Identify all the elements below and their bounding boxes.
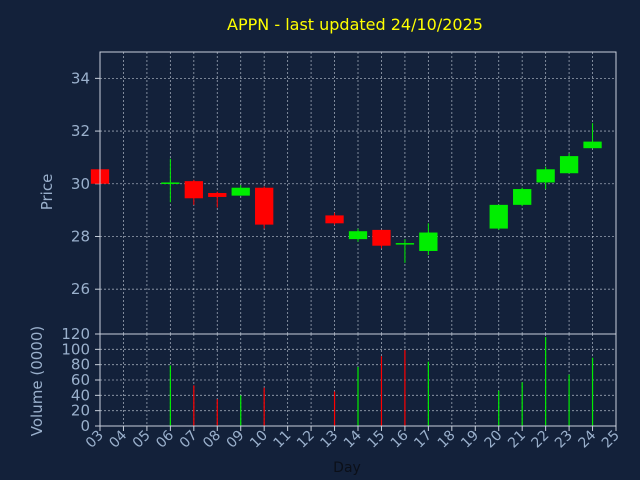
candle-body: [184, 181, 203, 199]
day-tick-label: 19: [458, 428, 482, 452]
candle-body: [419, 232, 438, 251]
day-tick-label: 07: [177, 428, 201, 452]
day-tick-label: 20: [482, 428, 506, 452]
price-axis-label: Price: [38, 174, 56, 211]
price-tick-label: 34: [71, 69, 90, 87]
chart-title: APPN - last updated 24/10/2025: [227, 15, 483, 34]
volume-frame: [99, 333, 617, 427]
day-tick-label: 22: [529, 428, 553, 452]
day-axis-label: Day: [333, 460, 361, 476]
candle-body: [325, 215, 344, 224]
candle-body: [231, 187, 250, 196]
day-tick-label: 11: [271, 428, 295, 452]
volume-axis-label: Volume (0000): [28, 326, 46, 436]
candle-body: [583, 141, 602, 149]
volume-tick-label: 60: [71, 371, 90, 389]
price-tick-label: 28: [71, 227, 90, 245]
day-tick-label: 16: [388, 427, 412, 451]
price-panel: 26 28 30 32 34: [71, 51, 617, 335]
candle-body: [255, 187, 274, 225]
candle-body: [348, 231, 368, 240]
day-tick-label: 14: [341, 427, 365, 451]
day-tick-label: 09: [224, 428, 248, 452]
day-tick-label: 08: [200, 428, 224, 452]
volume-panel: 03 04 05 06 07 08 09 10 11 12 13 14 15 16 17 18 19 20 21 22…: [61, 325, 622, 451]
volume-tick-label: 0: [80, 417, 90, 435]
candle-body: [395, 243, 415, 245]
candle-body: [372, 229, 391, 246]
day-tick-label: 15: [364, 428, 388, 452]
price-tick-label: 30: [71, 175, 90, 193]
day-tick-label: 13: [317, 428, 341, 452]
day-tick-label: 10: [247, 428, 271, 452]
day-tick-label: 05: [130, 428, 154, 452]
candle-body: [513, 189, 532, 205]
day-tick-label: 12: [294, 428, 318, 452]
price-tick-label: 32: [71, 122, 90, 140]
day-tick-label: 17: [411, 428, 435, 452]
candle-body: [489, 204, 508, 229]
volume-tick-label: 100: [61, 340, 90, 358]
day-tick-label: 18: [435, 428, 459, 452]
volume-tick-label: 40: [71, 386, 90, 404]
volume-tick-label: 20: [71, 402, 90, 420]
day-tick-label: 23: [552, 428, 576, 452]
day-tick-label: 25: [599, 428, 623, 452]
volume-tick-label: 120: [61, 325, 90, 343]
candle-body: [161, 182, 180, 184]
day-tick-label: 04: [106, 427, 130, 451]
day-tick-label: 21: [505, 428, 529, 452]
volume-tick-label: 80: [71, 356, 90, 374]
day-tick-label: 06: [153, 427, 177, 451]
candle-body: [559, 156, 579, 174]
day-tick-label: 24: [575, 427, 599, 451]
price-tick-label: 26: [71, 280, 90, 298]
candle-body: [536, 169, 555, 183]
candle-body: [208, 193, 227, 197]
